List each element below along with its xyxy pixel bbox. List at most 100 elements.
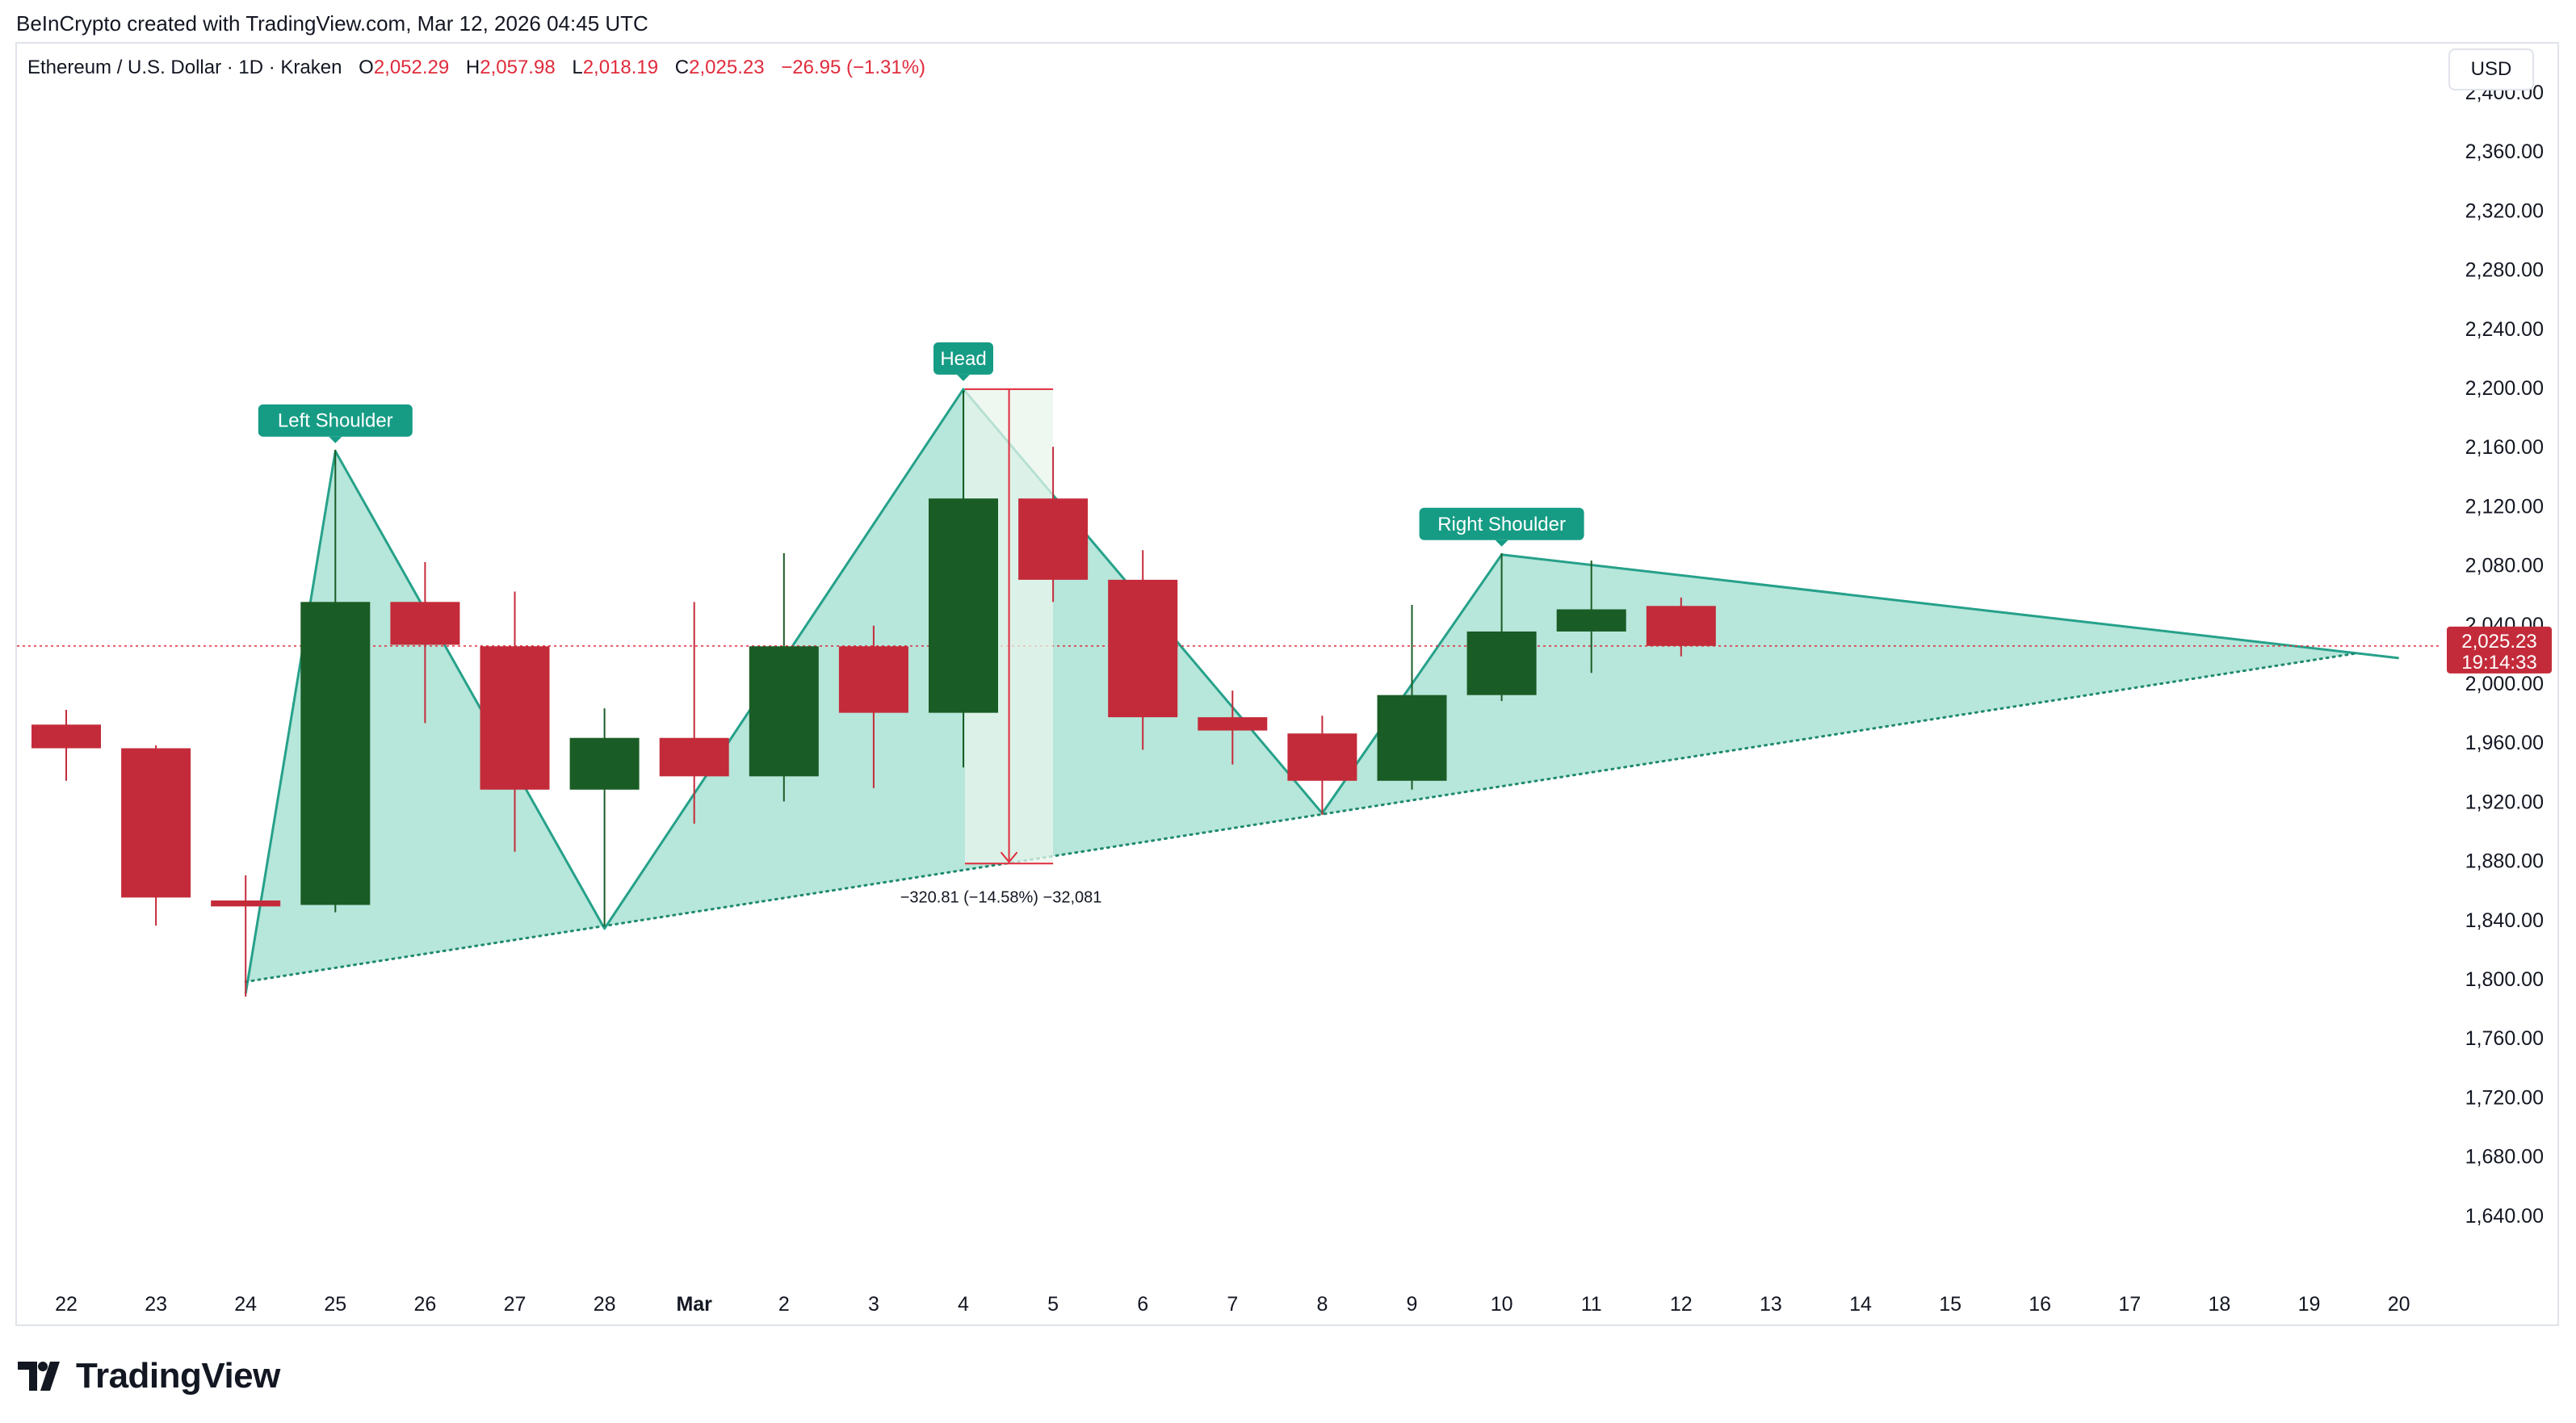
x-tick-label: 18 <box>2208 1293 2230 1316</box>
candle-body <box>211 900 281 907</box>
y-tick-label: 2,200.00 <box>2465 377 2544 400</box>
candle-body <box>480 646 550 790</box>
pattern-label-box <box>258 404 413 437</box>
y-tick-label: 1,640.00 <box>2465 1205 2544 1228</box>
y-tick-label: 2,240.00 <box>2465 318 2544 341</box>
pattern-label-text: Left Shoulder <box>278 410 393 432</box>
x-tick-label: 3 <box>868 1293 879 1316</box>
candle-body <box>1377 695 1447 781</box>
candle-body <box>1466 631 1537 695</box>
candle-body <box>1556 609 1626 632</box>
x-tick-label: 25 <box>324 1293 346 1316</box>
x-tick-label: 7 <box>1227 1293 1238 1316</box>
y-tick-label: 2,080.00 <box>2465 555 2544 577</box>
candle <box>1466 552 1537 701</box>
y-tick-label: 1,760.00 <box>2465 1027 2544 1050</box>
y-tick-label: 1,720.00 <box>2465 1086 2544 1109</box>
pattern-label: Left Shoulder <box>258 404 413 443</box>
high-value: 2,057.98 <box>480 57 556 78</box>
candle-body <box>659 737 729 777</box>
candle-body <box>390 602 460 645</box>
candle-body <box>1018 498 1089 580</box>
measure-label: −320.81 (−14.58%) −32,081 <box>900 888 1102 906</box>
x-tick-label: 5 <box>1047 1293 1059 1316</box>
open-label: O <box>359 57 374 78</box>
candle-body <box>749 646 819 777</box>
candle-body <box>569 737 640 790</box>
candle-body <box>838 646 908 713</box>
low-label: L <box>572 57 583 78</box>
x-tick-label: 4 <box>958 1293 969 1316</box>
y-tick-label: 2,000.00 <box>2465 673 2544 695</box>
x-tick-label: 6 <box>1137 1293 1148 1316</box>
x-tick-label: 14 <box>1849 1293 1872 1316</box>
price-tag-countdown: 19:14:33 <box>2461 652 2536 674</box>
currency-button[interactable]: USD <box>2448 48 2534 90</box>
candle <box>211 875 281 997</box>
x-tick-label: 15 <box>1939 1293 1961 1316</box>
candle <box>1646 597 1716 657</box>
x-tick-label: 13 <box>1760 1293 1782 1316</box>
candle-body <box>121 748 191 898</box>
x-tick-label: 8 <box>1316 1293 1328 1316</box>
x-tick-label: 12 <box>1670 1293 1693 1316</box>
candle <box>1287 716 1357 815</box>
price-axis[interactable]: 2,400.002,360.002,320.002,280.002,240.00… <box>2465 82 2544 1228</box>
x-tick-label: 24 <box>234 1293 257 1316</box>
pattern-label-pointer <box>957 374 970 381</box>
neckline-dotted <box>244 652 2356 984</box>
candle-body <box>31 724 101 749</box>
time-axis[interactable]: 22 23 24 25 26 27 28 Mar 2 3 4 5 6 7 8 9 10 11 12 13 14 15 16 1… <box>55 1293 2410 1316</box>
change-value: −26.95 (−1.31%) <box>781 57 926 78</box>
brand-name: TradingView <box>76 1356 280 1396</box>
x-tick-label: 10 <box>1491 1293 1513 1316</box>
symbol-legend: Ethereum / U.S. Dollar · 1D · Kraken O 2,… <box>27 57 937 79</box>
price-tag-box <box>2447 626 2552 674</box>
x-tick-label: 2 <box>778 1293 790 1316</box>
candle <box>31 709 101 781</box>
x-tick-label: 26 <box>413 1293 436 1316</box>
y-tick-label: 2,360.00 <box>2465 141 2544 163</box>
y-tick-label: 1,920.00 <box>2465 791 2544 813</box>
y-tick-label: 1,680.00 <box>2465 1146 2544 1169</box>
candle <box>1018 447 1089 602</box>
close-label: C <box>674 57 690 78</box>
candle <box>300 449 371 913</box>
candle <box>1377 605 1447 790</box>
x-tick-label: 16 <box>2028 1293 2051 1316</box>
candle-body <box>1108 579 1178 718</box>
candle <box>390 561 460 724</box>
head-and-shoulders-pattern <box>17 388 2440 994</box>
high-label: H <box>465 57 480 78</box>
pattern-label-text: Head <box>940 348 986 370</box>
x-tick-label: 9 <box>1407 1293 1418 1316</box>
tradingview-logo[interactable]: TradingView <box>18 1352 280 1400</box>
candle-body <box>1646 606 1716 646</box>
x-tick-label: 19 <box>2298 1293 2321 1316</box>
close-value: 2,025.23 <box>689 57 765 78</box>
x-tick-label: 20 <box>2388 1293 2410 1316</box>
chart-frame <box>15 42 2559 1326</box>
candle <box>1108 550 1178 750</box>
x-tick-label: 23 <box>145 1293 167 1316</box>
price-tag-price: 2,025.23 <box>2461 631 2536 653</box>
y-tick-label: 1,840.00 <box>2465 909 2544 932</box>
symbol-title[interactable]: Ethereum / U.S. Dollar · 1D · Kraken <box>27 57 342 78</box>
y-tick-label: 2,280.00 <box>2465 259 2544 282</box>
y-tick-label: 2,160.00 <box>2465 436 2544 459</box>
measure-arrow-head <box>1000 851 1018 863</box>
candle <box>929 390 998 768</box>
x-tick-label: 17 <box>2118 1293 2141 1316</box>
pattern-label-box <box>1419 507 1584 540</box>
candle-body <box>300 602 371 905</box>
x-tick-label: Mar <box>676 1293 712 1316</box>
candle-body <box>1287 733 1357 781</box>
y-tick-label: 1,800.00 <box>2465 968 2544 991</box>
candle <box>121 745 191 926</box>
x-tick-label: 28 <box>594 1293 616 1316</box>
x-tick-label: 27 <box>504 1293 527 1316</box>
pattern-label-pointer <box>329 436 342 443</box>
x-tick-label: 11 <box>1581 1293 1602 1316</box>
